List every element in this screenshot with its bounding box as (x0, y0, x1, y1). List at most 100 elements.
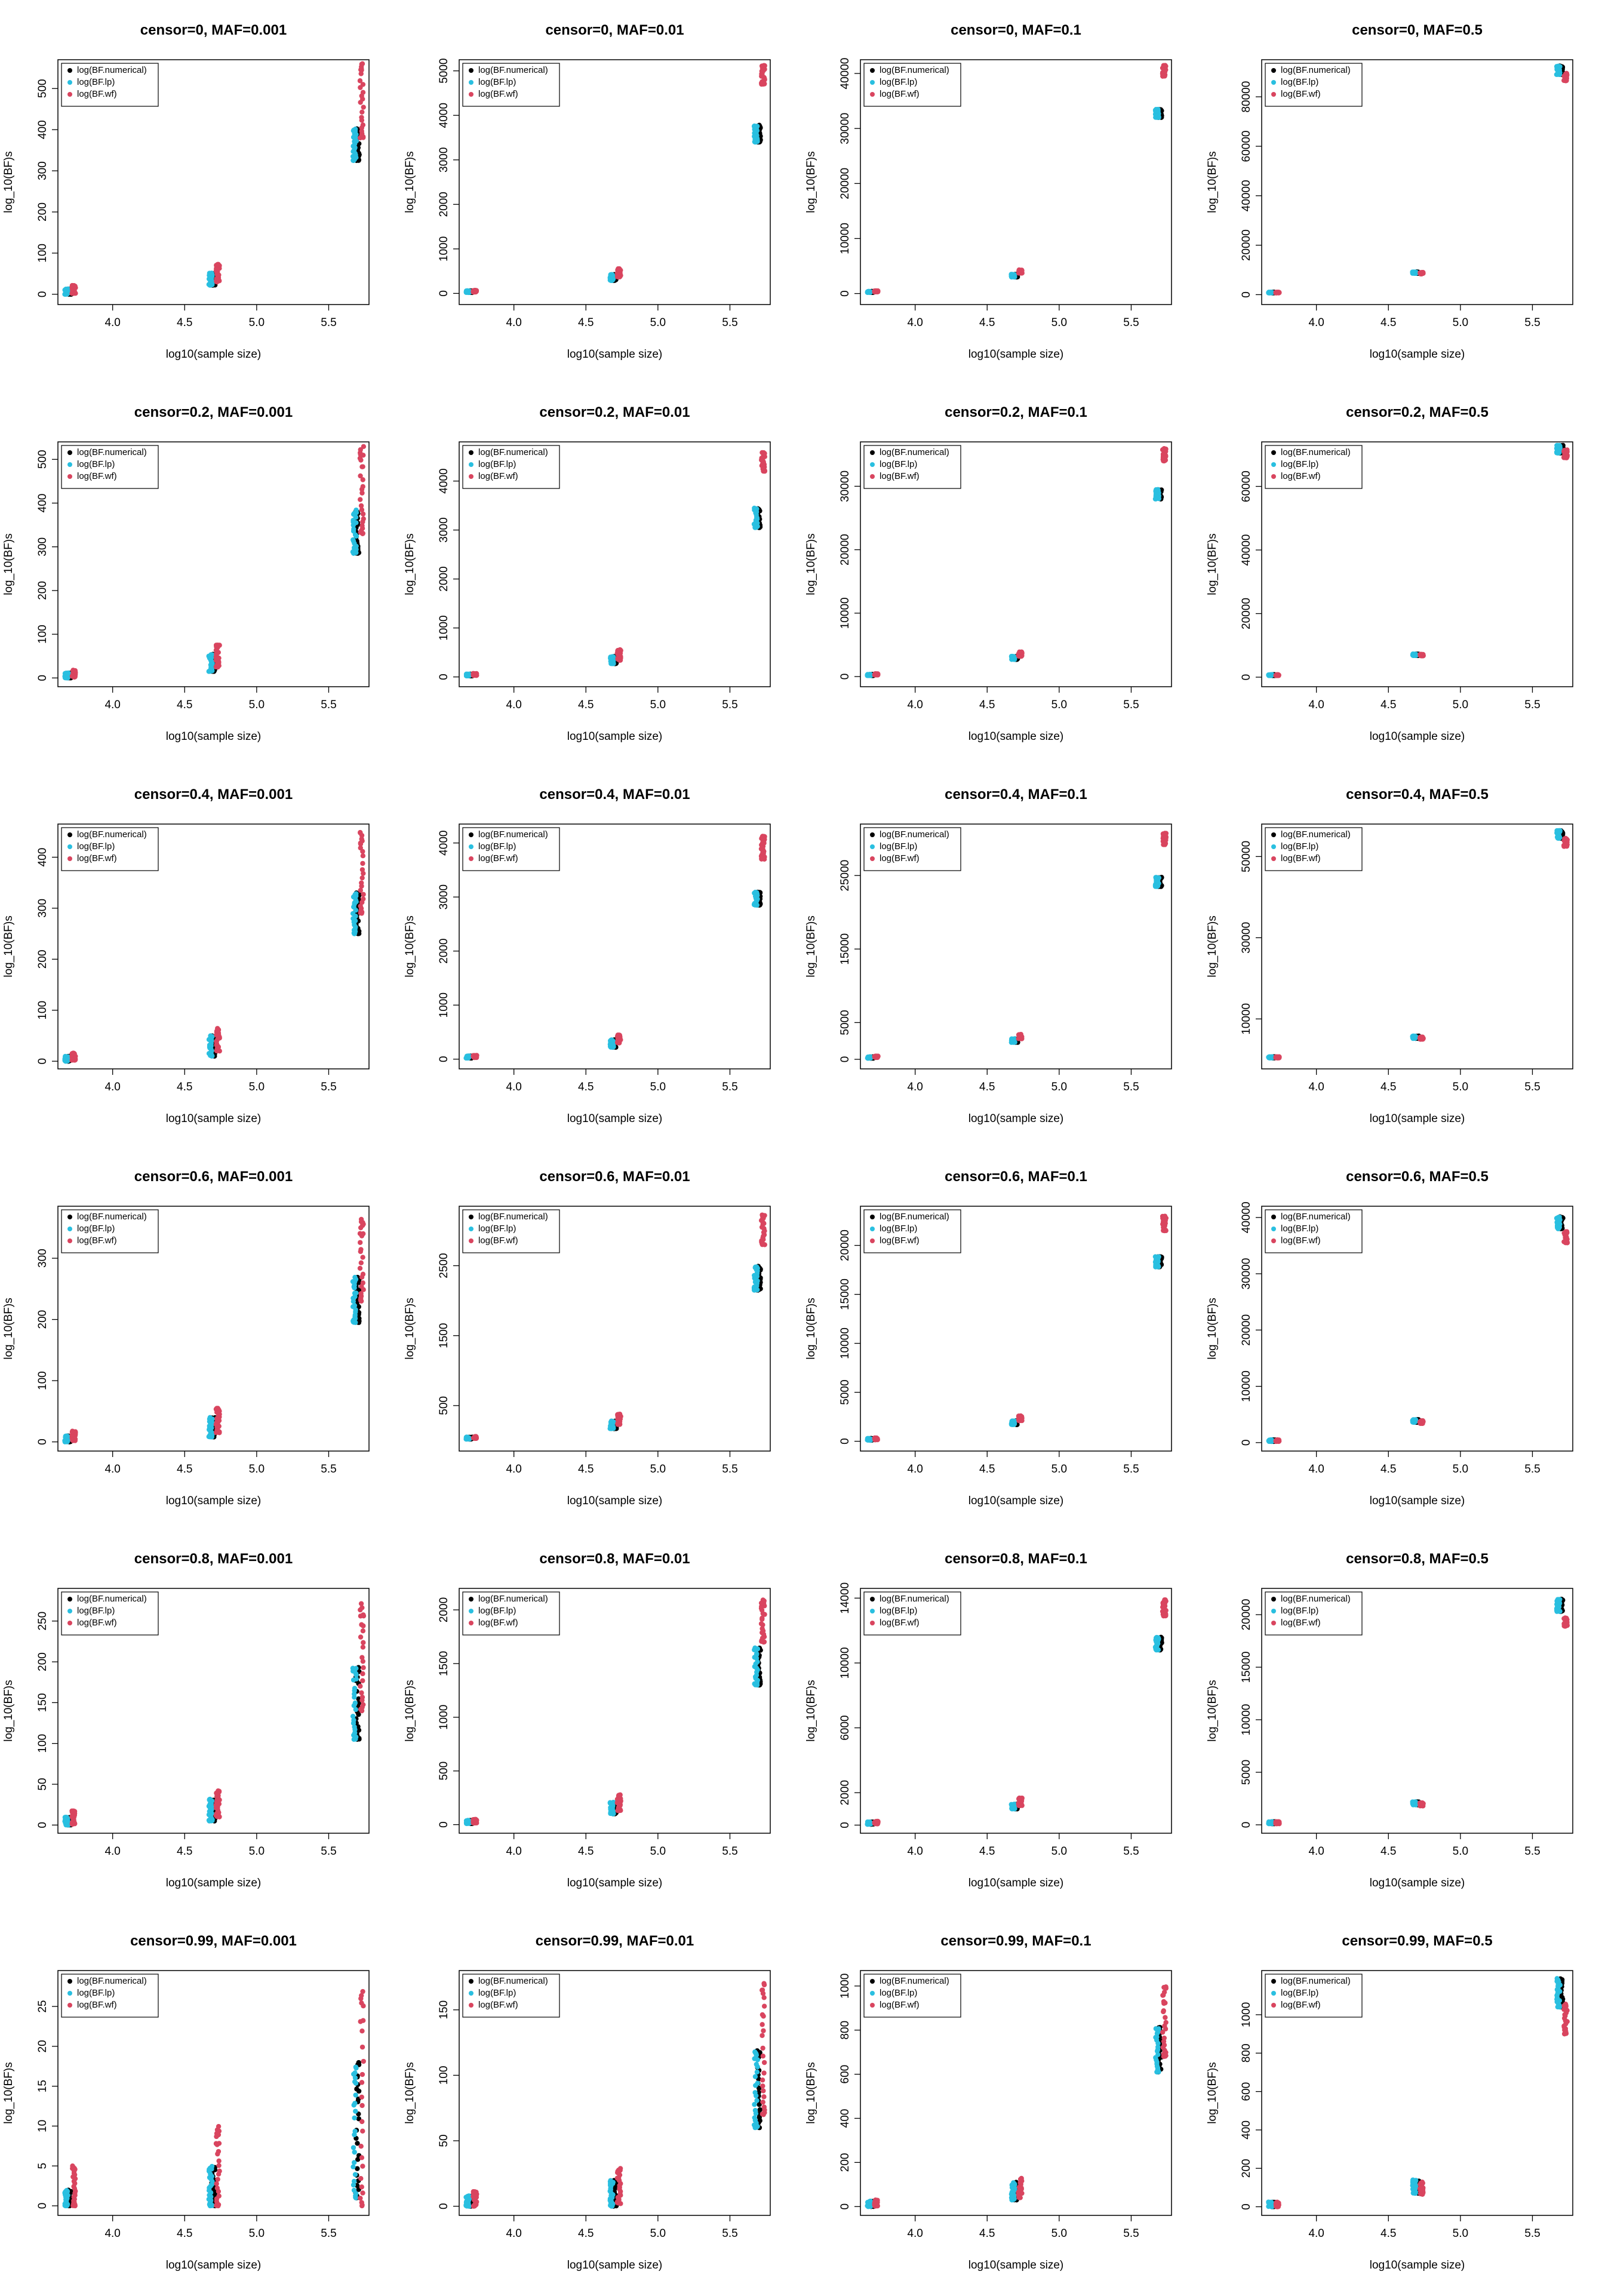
y-tick-label: 250 (36, 1612, 49, 1631)
data-point (608, 1038, 613, 1043)
y-axis-label: log_10(BF)s (2, 533, 15, 595)
legend-marker (1271, 92, 1276, 97)
x-tick-label: 4.5 (1380, 699, 1396, 711)
x-tick-label: 4.0 (907, 1081, 923, 1093)
legend-marker (67, 856, 72, 861)
y-tick-label: 15000 (839, 1278, 851, 1310)
y-tick-label: 300 (36, 537, 49, 557)
x-tick-label: 4.0 (1308, 316, 1324, 329)
legend: log(BF.numerical)log(BF.lp)log(BF.wf) (864, 63, 961, 106)
y-axis-label: log_10(BF)s (2, 915, 15, 978)
y-tick-label: 2000 (438, 566, 450, 591)
legend-entry: log(BF.wf) (77, 853, 117, 863)
y-tick-label: 15000 (839, 933, 851, 965)
x-tick-label: 5.0 (650, 1845, 666, 1858)
data-point (358, 1607, 362, 1612)
data-point (361, 1665, 365, 1670)
x-tick-label: 4.5 (979, 316, 995, 329)
legend: log(BF.numerical)log(BF.lp)log(BF.wf) (864, 445, 961, 488)
y-tick-label: 500 (438, 1396, 450, 1415)
legend-entry: log(BF.lp) (478, 841, 516, 852)
x-axis-label: log10(sample size) (968, 348, 1063, 361)
data-point (352, 1686, 357, 1691)
legend-entry: log(BF.numerical) (478, 65, 548, 75)
legend: log(BF.numerical)log(BF.lp)log(BF.wf) (463, 1210, 559, 1253)
y-axis-label: log_10(BF)s (1206, 533, 1219, 595)
data-point (464, 1434, 469, 1439)
data-point (361, 1612, 365, 1617)
data-point (761, 451, 766, 456)
y-tick-label: 0 (1240, 291, 1253, 298)
x-tick-label: 4.0 (104, 1845, 120, 1858)
data-series (62, 508, 359, 681)
x-tick-label: 4.5 (1380, 1081, 1396, 1093)
data-point (361, 104, 366, 109)
y-axis-label: log_10(BF)s (404, 151, 416, 213)
y-tick-label: 100 (36, 1371, 49, 1390)
legend-marker (67, 68, 72, 73)
chart-title: censor=0.2, MAF=0.001 (134, 404, 293, 420)
x-tick-label: 5.5 (1123, 1463, 1139, 1476)
x-tick-label: 4.0 (104, 699, 120, 711)
legend: log(BF.numerical)log(BF.lp)log(BF.wf) (1265, 828, 1362, 871)
data-point (360, 1255, 365, 1259)
legend-marker (67, 80, 72, 85)
y-tick-label: 1500 (438, 1323, 450, 1348)
x-axis-label: log10(sample size) (968, 730, 1063, 743)
x-tick-label: 4.0 (1308, 1081, 1324, 1093)
legend-marker (469, 462, 473, 467)
data-point (762, 63, 767, 68)
y-tick-label: 300 (36, 161, 49, 180)
legend: log(BF.numerical)log(BF.lp)log(BF.wf) (1265, 63, 1362, 106)
data-point (609, 272, 614, 277)
data-point (1274, 1055, 1279, 1059)
legend-entry: log(BF.numerical) (478, 447, 548, 457)
data-series (464, 506, 760, 678)
legend: log(BF.numerical)log(BF.lp)log(BF.wf) (864, 828, 961, 871)
chart-title: censor=0.2, MAF=0.01 (539, 404, 690, 420)
data-point (358, 1634, 363, 1639)
x-tick-label: 4.5 (578, 1081, 594, 1093)
x-tick-label: 5.0 (650, 316, 666, 329)
x-tick-label: 5.5 (722, 1845, 737, 1858)
data-point (1266, 290, 1271, 294)
y-tick-label: 0 (36, 291, 49, 297)
chart-title: censor=0.4, MAF=0.5 (1346, 786, 1489, 803)
data-point (1413, 651, 1418, 656)
legend: log(BF.numerical)log(BF.lp)log(BF.wf) (62, 1592, 158, 1635)
legend-entry: log(BF.wf) (478, 89, 518, 99)
y-tick-label: 0 (839, 674, 851, 680)
x-tick-label: 5.5 (722, 1463, 737, 1476)
y-tick-label: 100 (36, 625, 49, 644)
legend-entry: log(BF.numerical) (77, 1212, 147, 1222)
legend-entry: log(BF.wf) (77, 89, 117, 99)
legend-marker (870, 832, 875, 837)
y-axis-label: log_10(BF)s (805, 1298, 817, 1360)
x-tick-label: 5.0 (1453, 1081, 1468, 1093)
data-point (1275, 1437, 1280, 1442)
x-tick-label: 5.0 (650, 1463, 666, 1476)
legend-marker (870, 462, 875, 467)
y-tick-label: 60000 (1240, 131, 1253, 162)
x-tick-label: 5.0 (1453, 699, 1468, 711)
legend-entry: log(BF.lp) (880, 77, 917, 87)
data-point (1017, 650, 1022, 654)
data-point (351, 895, 356, 899)
y-tick-label: 300 (36, 1249, 49, 1268)
legend-marker (469, 1609, 473, 1613)
legend-marker (1271, 1215, 1276, 1219)
data-point (352, 1668, 357, 1673)
y-axis-label: log_10(BF)s (2, 1298, 15, 1360)
data-point (1554, 64, 1559, 69)
data-point (752, 506, 757, 511)
chart-title: censor=0.8, MAF=0.01 (539, 1551, 690, 1567)
data-point (361, 892, 365, 897)
data-point (361, 1645, 365, 1649)
legend-marker (870, 474, 875, 479)
data-point (1019, 268, 1024, 272)
data-point (760, 1212, 764, 1217)
legend-marker (469, 80, 473, 85)
data-point (70, 283, 75, 288)
